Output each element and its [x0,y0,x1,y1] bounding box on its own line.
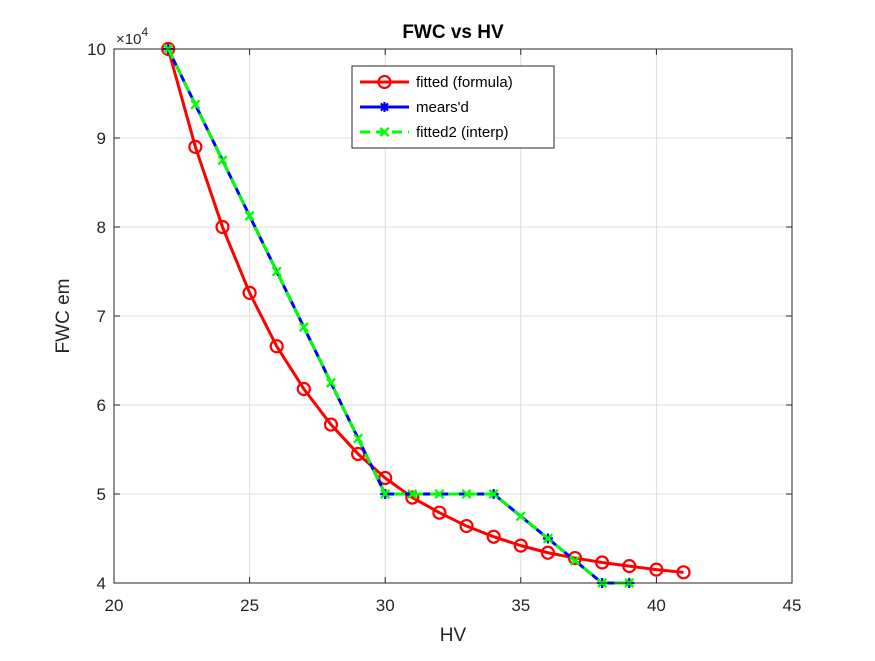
legend-label: fitted2 (interp) [416,124,509,141]
data-point-stroke [515,511,526,522]
x-tick-labels: 20 25 30 35 40 45 [105,596,802,615]
data-point [434,488,445,500]
y-exponent: ×104 [116,25,148,48]
y-exponent-base: ×10 [116,31,141,48]
data-point [217,155,228,166]
ticks [113,48,793,584]
legend-swatch-marker [379,126,390,138]
x-tick-label: 20 [105,596,124,615]
data-point [515,511,526,522]
data-point-stroke [217,155,228,166]
data-point-stroke [298,322,309,333]
data-point [622,558,637,574]
data-point [459,518,474,534]
legend-items: fitted (formula) mears'd fitted2 (interp) [360,74,513,141]
data-point [488,488,499,500]
y-tick-label: 4 [97,574,106,593]
data-point [380,488,391,500]
data-point-stroke [353,433,364,444]
data-point [242,285,257,300]
data-point-stroke [461,488,472,500]
data-point [486,529,501,544]
data-point [569,555,581,566]
x-tick-label: 25 [240,596,259,615]
data-point [323,417,339,432]
data-point [461,488,472,500]
legend[interactable]: fitted (formula) mears'd fitted2 (interp) [351,65,555,149]
x-tick-label: 40 [647,596,666,615]
data-point [567,550,583,566]
data-point [432,505,447,520]
data-point-stroke [407,488,418,500]
y-tick-label: 10 [87,40,106,59]
y-tick-label: 7 [97,307,106,326]
data-point [407,488,418,500]
data-point [353,433,364,444]
data-point [378,470,393,486]
data-point [296,381,311,397]
y-tick-label: 6 [97,396,106,415]
legend-label: mears'd [416,99,469,116]
data-point [676,565,691,580]
data-point [405,490,420,505]
data-point [542,533,553,544]
y-tick-labels: 4 5 6 7 8 9 10 [87,40,106,593]
x-tick-label: 35 [511,596,530,615]
x-tick-label: 30 [376,596,395,615]
data-point-stroke [542,533,553,544]
data-point-stroke [434,488,445,500]
data-point [649,562,664,577]
data-point-stroke [271,266,282,277]
data-point [215,219,230,235]
data-point [325,377,337,388]
legend-swatch-marker-stroke [379,126,390,138]
data-point [269,339,284,354]
data-point-stroke [380,488,391,500]
y-tick-label: 8 [97,218,106,237]
data-point-stroke [244,210,255,221]
data-point [595,555,610,570]
y-exponent-power: 4 [141,25,148,39]
legend-item-1: mears'd [360,99,469,116]
data-point [540,545,556,560]
series-line [166,48,630,585]
legend-swatch-marker [377,74,392,90]
x-axis-label: HV [440,625,467,646]
data-point [244,210,255,221]
data-point-stroke [569,555,581,566]
y-tick-label: 9 [97,129,106,148]
legend-label: fitted (formula) [416,74,513,91]
data-point-stroke [488,488,499,500]
legend-swatch-marker-stroke [379,102,390,112]
data-point [190,99,201,110]
series-line [166,48,684,574]
data-point-stroke [325,377,337,388]
legend-item-0: fitted (formula) [360,74,513,91]
legend-swatch-marker [379,102,390,112]
x-tick-label: 45 [783,596,802,615]
y-axis-label: FWC em [53,279,74,354]
legend-item-2: fitted2 (interp) [360,124,509,141]
y-tick-label: 5 [97,485,106,504]
data-point [271,266,282,277]
data-point [513,538,528,553]
chart-title: FWC vs HV [402,22,504,43]
data-point [298,322,309,333]
data-point [188,139,203,154]
data-point-stroke [190,99,201,110]
